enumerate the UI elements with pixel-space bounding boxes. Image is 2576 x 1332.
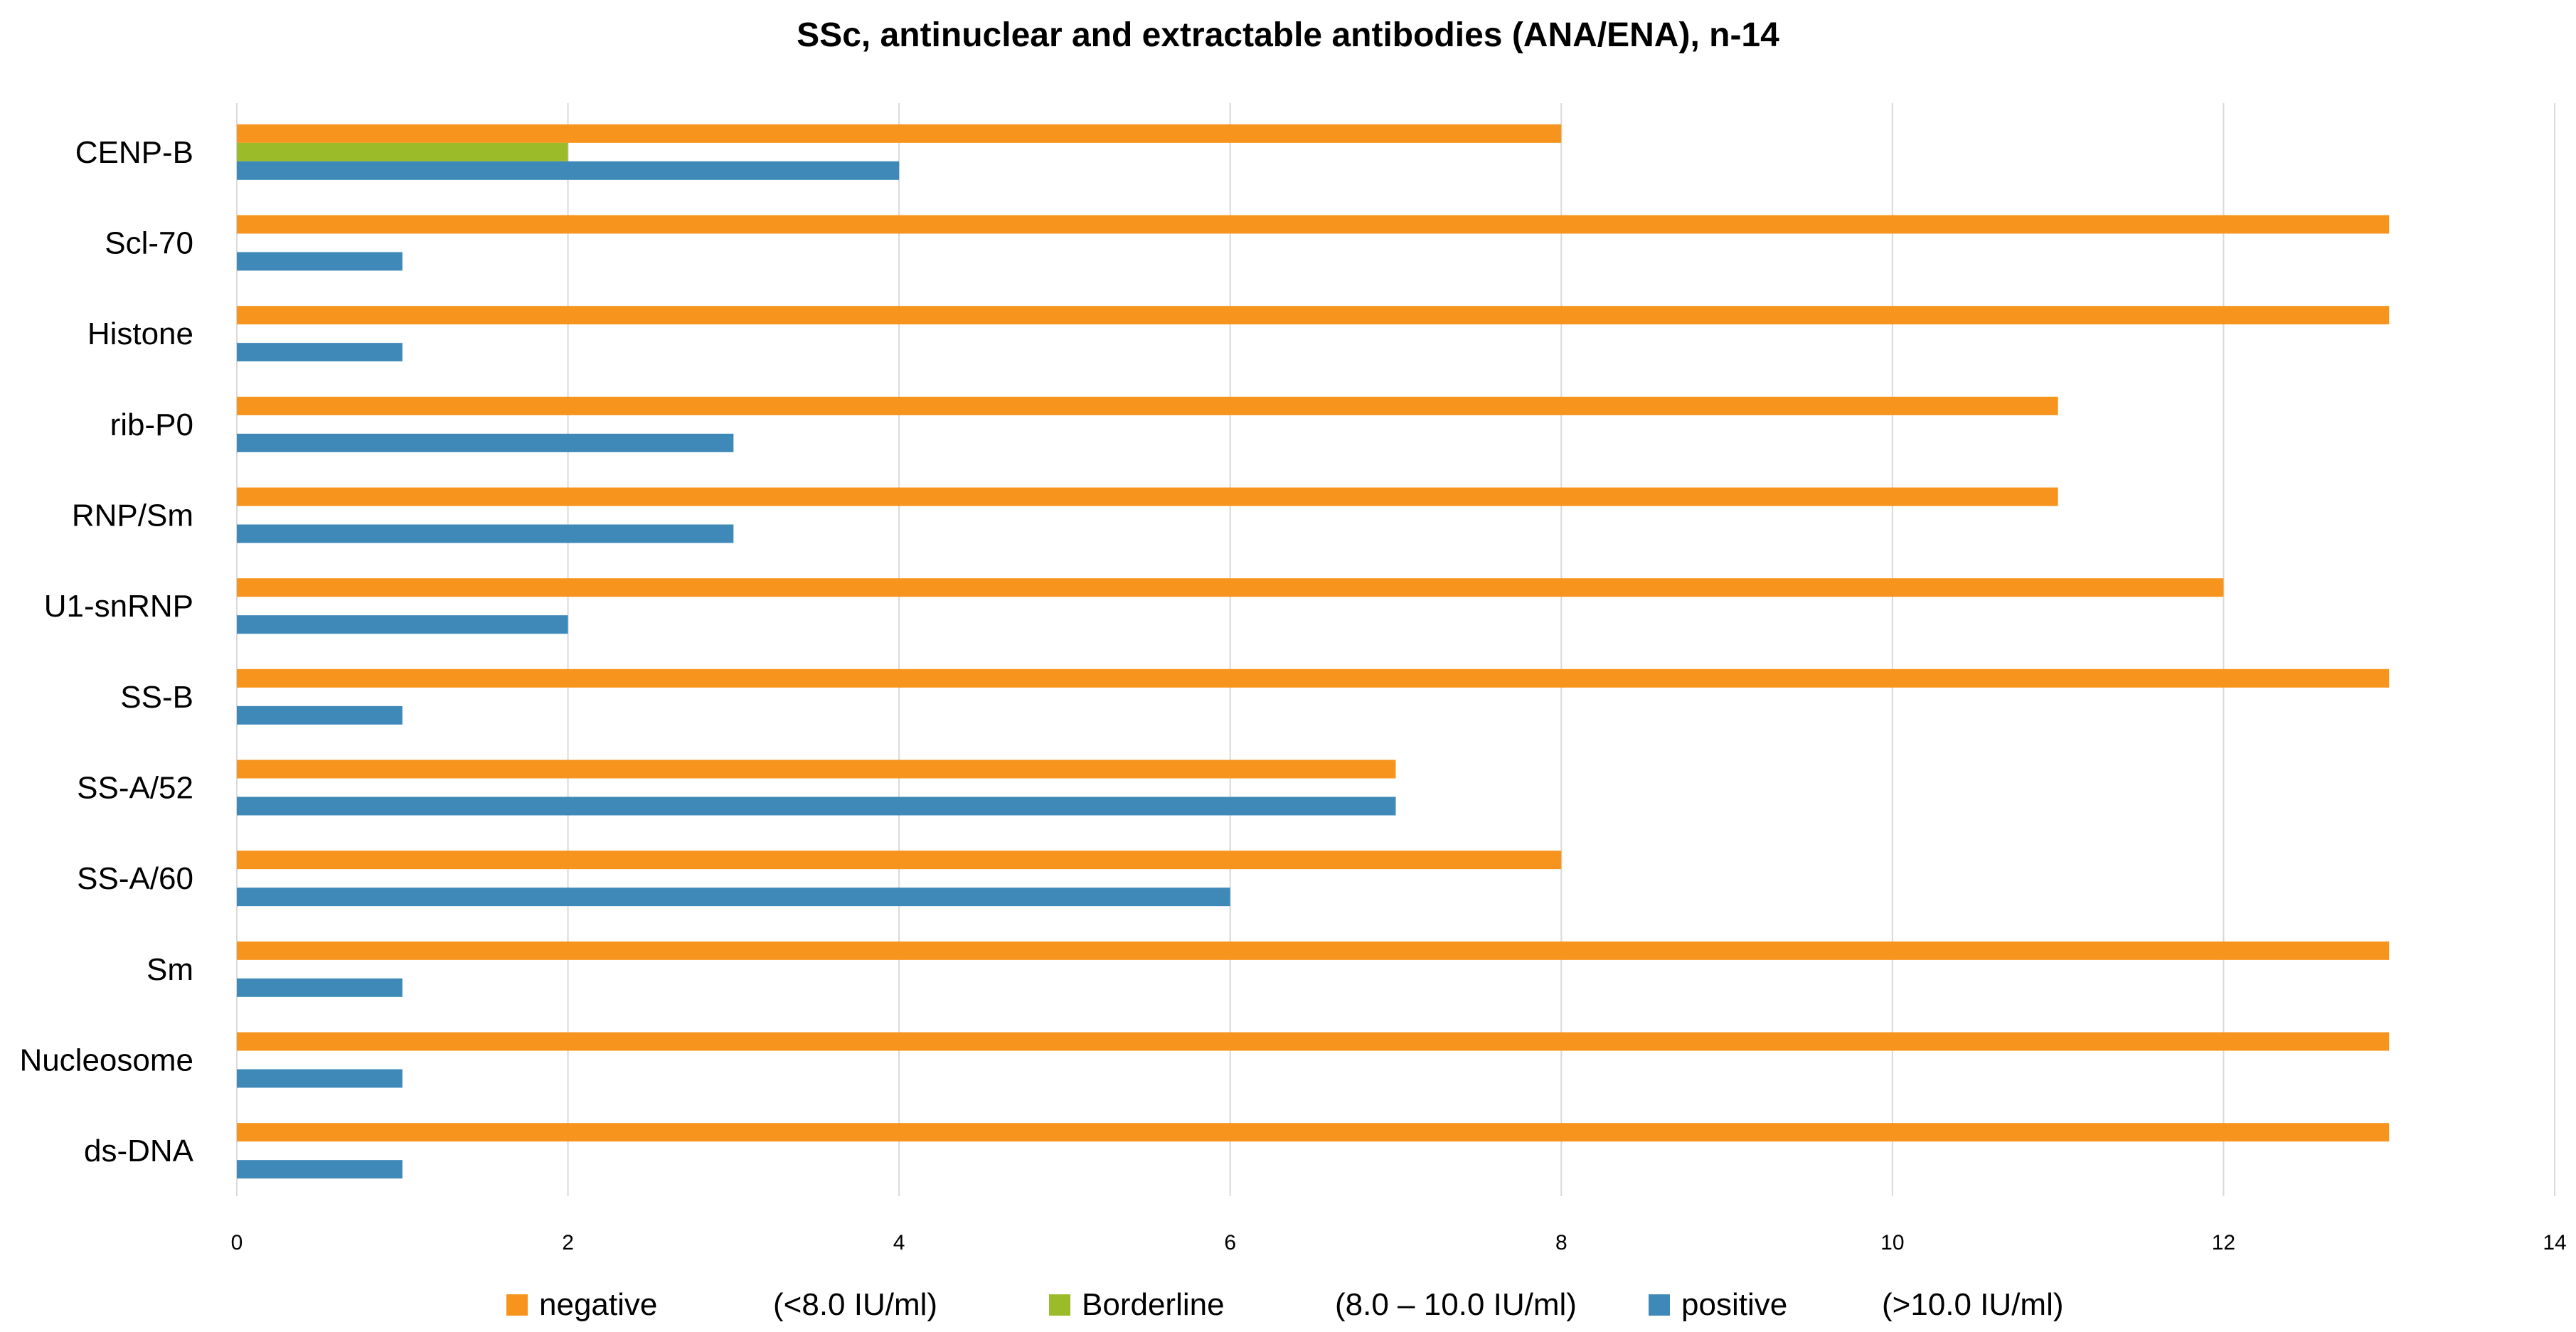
category-label-histone: Histone [87, 316, 193, 351]
category-label-u1-snrnp: U1-snRNP [44, 589, 193, 624]
bars [237, 124, 2390, 1179]
legend-item-positive: positive (>10.0 IU/ml) [1649, 1280, 2289, 1330]
x-tick-label-14: 14 [2543, 1231, 2566, 1254]
category-label-sm: Sm [147, 952, 193, 987]
bar-cenp-b-borderline [237, 142, 568, 161]
bar-ds-dna-negative [237, 1123, 2390, 1142]
legend-item-borderline: Borderline (8.0 – 10.0 IU/ml) [1049, 1280, 1689, 1330]
gridlines [236, 103, 2555, 1196]
bar-rnp-sm-positive [237, 524, 734, 543]
legend-swatch-positive [1649, 1294, 1670, 1316]
bar-ss-a-52-positive [237, 796, 1396, 816]
bar-scl-70-negative [237, 215, 2390, 234]
legend-swatch-borderline [1049, 1294, 1070, 1316]
bar-ss-a-60-positive [237, 888, 1230, 907]
x-tick-label-4: 4 [893, 1231, 905, 1254]
legend-item-negative: negative (<8.0 IU/ml) [506, 1280, 1146, 1330]
legend-range-borderline: (8.0 – 10.0 IU/ml) [1335, 1287, 1577, 1322]
bar-histone-negative [237, 306, 2390, 325]
category-label-ss-b: SS-B [120, 680, 193, 715]
bar-ss-a-60-negative [237, 851, 1562, 870]
bar-ds-dna-positive [237, 1160, 403, 1179]
category-label-ds-dna: ds-DNA [84, 1134, 194, 1168]
category-label-rnp-sm: RNP/Sm [72, 499, 193, 533]
bar-nucleosome-negative [237, 1032, 2390, 1051]
legend: negative (<8.0 IU/ml) Borderline (8.0 – … [0, 1280, 2576, 1330]
x-tick-label-0: 0 [231, 1231, 243, 1254]
bar-rib-p0-negative [237, 396, 2058, 415]
bar-cenp-b-positive [237, 161, 900, 180]
bar-rib-p0-positive [237, 433, 734, 452]
chart-title: SSc, antinuclear and extractable antibod… [797, 16, 1779, 54]
x-tick-label-2: 2 [562, 1231, 574, 1254]
category-label-ss-a-60: SS-A/60 [77, 861, 193, 896]
legend-label-borderline: Borderline [1082, 1287, 1225, 1322]
x-axis-ticks: 0 2 4 6 8 10 12 14 [231, 1231, 2567, 1254]
bar-rnp-sm-negative [237, 487, 2058, 506]
bar-ss-b-negative [237, 668, 2390, 688]
category-label-rib-p0: rib-P0 [110, 407, 193, 442]
legend-range-positive: (>10.0 IU/ml) [1882, 1287, 2064, 1322]
category-label-ss-a-52: SS-A/52 [77, 771, 193, 806]
bar-histone-positive [237, 343, 403, 362]
bar-ss-b-positive [237, 705, 403, 725]
bar-u1-snrnp-negative [237, 578, 2224, 597]
category-label-nucleosome: Nucleosome [19, 1043, 193, 1078]
bar-cenp-b-negative [237, 124, 1562, 143]
legend-label-negative: negative [539, 1287, 658, 1322]
x-tick-label-12: 12 [2212, 1231, 2235, 1254]
category-label-scl-70: Scl-70 [105, 226, 193, 261]
bar-u1-snrnp-positive [237, 615, 568, 634]
category-label-cenp-b: CENP-B [75, 135, 193, 170]
x-tick-label-8: 8 [1555, 1231, 1568, 1254]
x-tick-label-10: 10 [1880, 1231, 1904, 1254]
bar-ss-a-52-negative [237, 760, 1396, 779]
legend-range-negative: (<8.0 IU/ml) [773, 1287, 938, 1322]
bar-sm-negative [237, 941, 2390, 960]
category-labels: CENP-B Scl-70 Histone rib-P0 RNP/Sm U1-snRNP S… [19, 135, 193, 1168]
bar-scl-70-positive [237, 252, 403, 271]
legend-label-positive: positive [1681, 1287, 1788, 1322]
bar-sm-positive [237, 978, 403, 997]
x-tick-label-6: 6 [1224, 1231, 1236, 1254]
legend-swatch-negative [506, 1294, 528, 1316]
bar-nucleosome-positive [237, 1069, 403, 1088]
